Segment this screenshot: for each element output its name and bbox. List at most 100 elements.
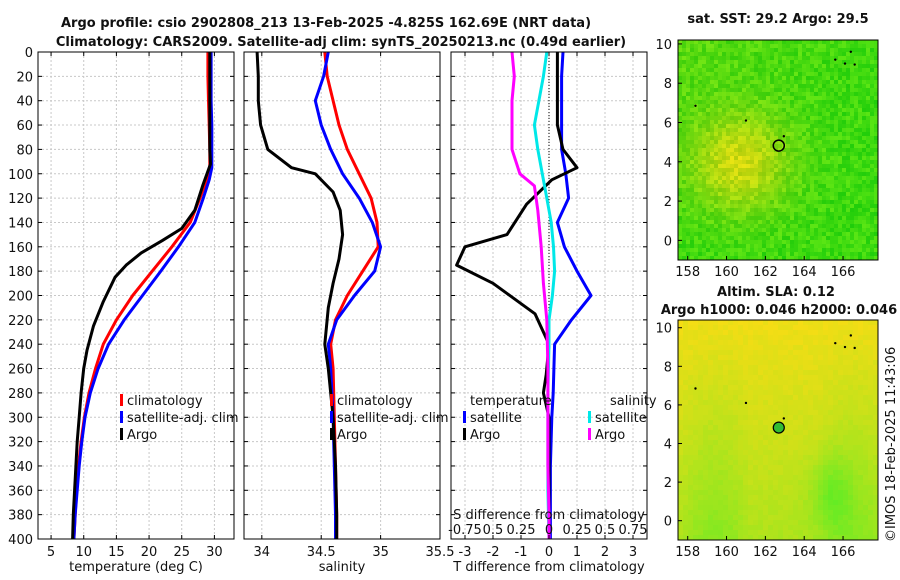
heatmap-cell xyxy=(768,330,774,336)
heatmap-cell xyxy=(718,490,724,496)
heatmap-cell xyxy=(714,96,719,101)
heatmap-cell xyxy=(818,410,824,416)
heatmap-cell xyxy=(802,188,807,193)
heatmap-cell xyxy=(754,136,759,141)
heatmap-cell xyxy=(863,380,869,386)
heatmap-cell xyxy=(753,440,759,446)
heatmap-cell xyxy=(714,128,719,133)
heatmap-cell xyxy=(774,120,779,125)
heatmap-cell xyxy=(814,64,819,69)
heatmap-cell xyxy=(794,64,799,69)
heatmap-cell xyxy=(863,500,869,506)
heatmap-cell xyxy=(743,485,749,491)
heatmap-cell xyxy=(782,52,787,57)
heatmap-cell xyxy=(770,224,775,229)
heatmap-cell xyxy=(778,68,783,73)
heatmap-cell xyxy=(683,420,689,426)
heatmap-cell xyxy=(842,104,847,109)
heatmap-cell xyxy=(728,350,734,356)
heatmap-cell xyxy=(794,164,799,169)
heatmap-cell xyxy=(850,200,855,205)
heatmap-cell xyxy=(870,140,875,145)
heatmap-cell xyxy=(773,355,779,361)
heatmap-cell xyxy=(858,240,863,245)
heatmap-cell xyxy=(778,345,784,351)
heatmap-cell xyxy=(768,465,774,471)
heatmap-cell xyxy=(738,220,743,225)
heatmap-cell xyxy=(682,148,687,153)
heatmap-cell xyxy=(750,176,755,181)
heatmap-cell xyxy=(753,435,759,441)
legend-entry: satellite-adj. clim xyxy=(337,411,449,426)
heatmap-cell xyxy=(818,56,823,61)
heatmap-cell xyxy=(693,510,699,516)
x-tick-label: -1 xyxy=(515,545,528,560)
heatmap-cell xyxy=(866,236,871,241)
heatmap-cell xyxy=(733,345,739,351)
heatmap-cell xyxy=(690,140,695,145)
heatmap-cell xyxy=(873,350,879,356)
heatmap-cell xyxy=(754,68,759,73)
heatmap-cell xyxy=(808,515,814,521)
heatmap-cell xyxy=(748,530,754,536)
heatmap-cell xyxy=(686,72,691,77)
heatmap-cell xyxy=(750,232,755,237)
heatmap-cell xyxy=(830,156,835,161)
heatmap-cell xyxy=(688,335,694,341)
heatmap-cell xyxy=(870,152,875,157)
heatmap-cell xyxy=(842,48,847,53)
heatmap-cell xyxy=(766,52,771,57)
heatmap-cell xyxy=(746,112,751,117)
heatmap-cell xyxy=(694,188,699,193)
heatmap-cell xyxy=(730,216,735,221)
heatmap-cell xyxy=(770,148,775,153)
heatmap-cell xyxy=(870,256,875,261)
heatmap-cell xyxy=(808,345,814,351)
heatmap-cell xyxy=(743,535,749,541)
heatmap-cell xyxy=(734,232,739,237)
island-dot xyxy=(694,104,697,108)
heatmap-cell xyxy=(818,156,823,161)
heatmap-cell xyxy=(758,330,764,336)
heatmap-cell xyxy=(718,530,724,536)
heatmap-cell xyxy=(798,495,804,501)
heatmap-cell xyxy=(793,460,799,466)
heatmap-cell xyxy=(690,60,695,65)
heatmap-cell xyxy=(834,252,839,257)
heatmap-cell xyxy=(818,140,823,145)
heatmap-cell xyxy=(683,460,689,466)
heatmap-cell xyxy=(802,80,807,85)
heatmap-cell xyxy=(794,56,799,61)
heatmap-cell xyxy=(838,180,843,185)
heatmap-cell xyxy=(754,100,759,105)
heatmap-cell xyxy=(848,335,854,341)
heatmap-cell xyxy=(783,520,789,526)
heatmap-cell xyxy=(698,188,703,193)
heatmap-cell xyxy=(858,470,864,476)
heatmap-cell xyxy=(753,525,759,531)
heatmap-cell xyxy=(683,425,689,431)
heatmap-cell xyxy=(788,480,794,486)
heatmap-cell xyxy=(826,84,831,89)
heatmap-cell xyxy=(826,128,831,133)
heatmap-cell xyxy=(753,415,759,421)
heatmap-cell xyxy=(788,405,794,411)
legend-entry: climatology xyxy=(127,394,203,409)
heatmap-cell xyxy=(854,132,859,137)
heatmap-cell xyxy=(694,136,699,141)
heatmap-cell xyxy=(678,156,683,161)
heatmap-cell xyxy=(718,108,723,113)
heatmap-cell xyxy=(850,104,855,109)
heatmap-cell xyxy=(738,200,743,205)
heatmap-cell xyxy=(823,380,829,386)
heatmap-cell xyxy=(794,104,799,109)
heatmap-cell xyxy=(742,108,747,113)
heatmap-cell xyxy=(790,204,795,209)
heatmap-cell xyxy=(730,104,735,109)
heatmap-cell xyxy=(834,256,839,261)
heatmap-cell xyxy=(848,445,854,451)
heatmap-cell xyxy=(863,430,869,436)
heatmap-cell xyxy=(738,208,743,213)
heatmap-cell xyxy=(773,390,779,396)
heatmap-cell xyxy=(842,116,847,121)
